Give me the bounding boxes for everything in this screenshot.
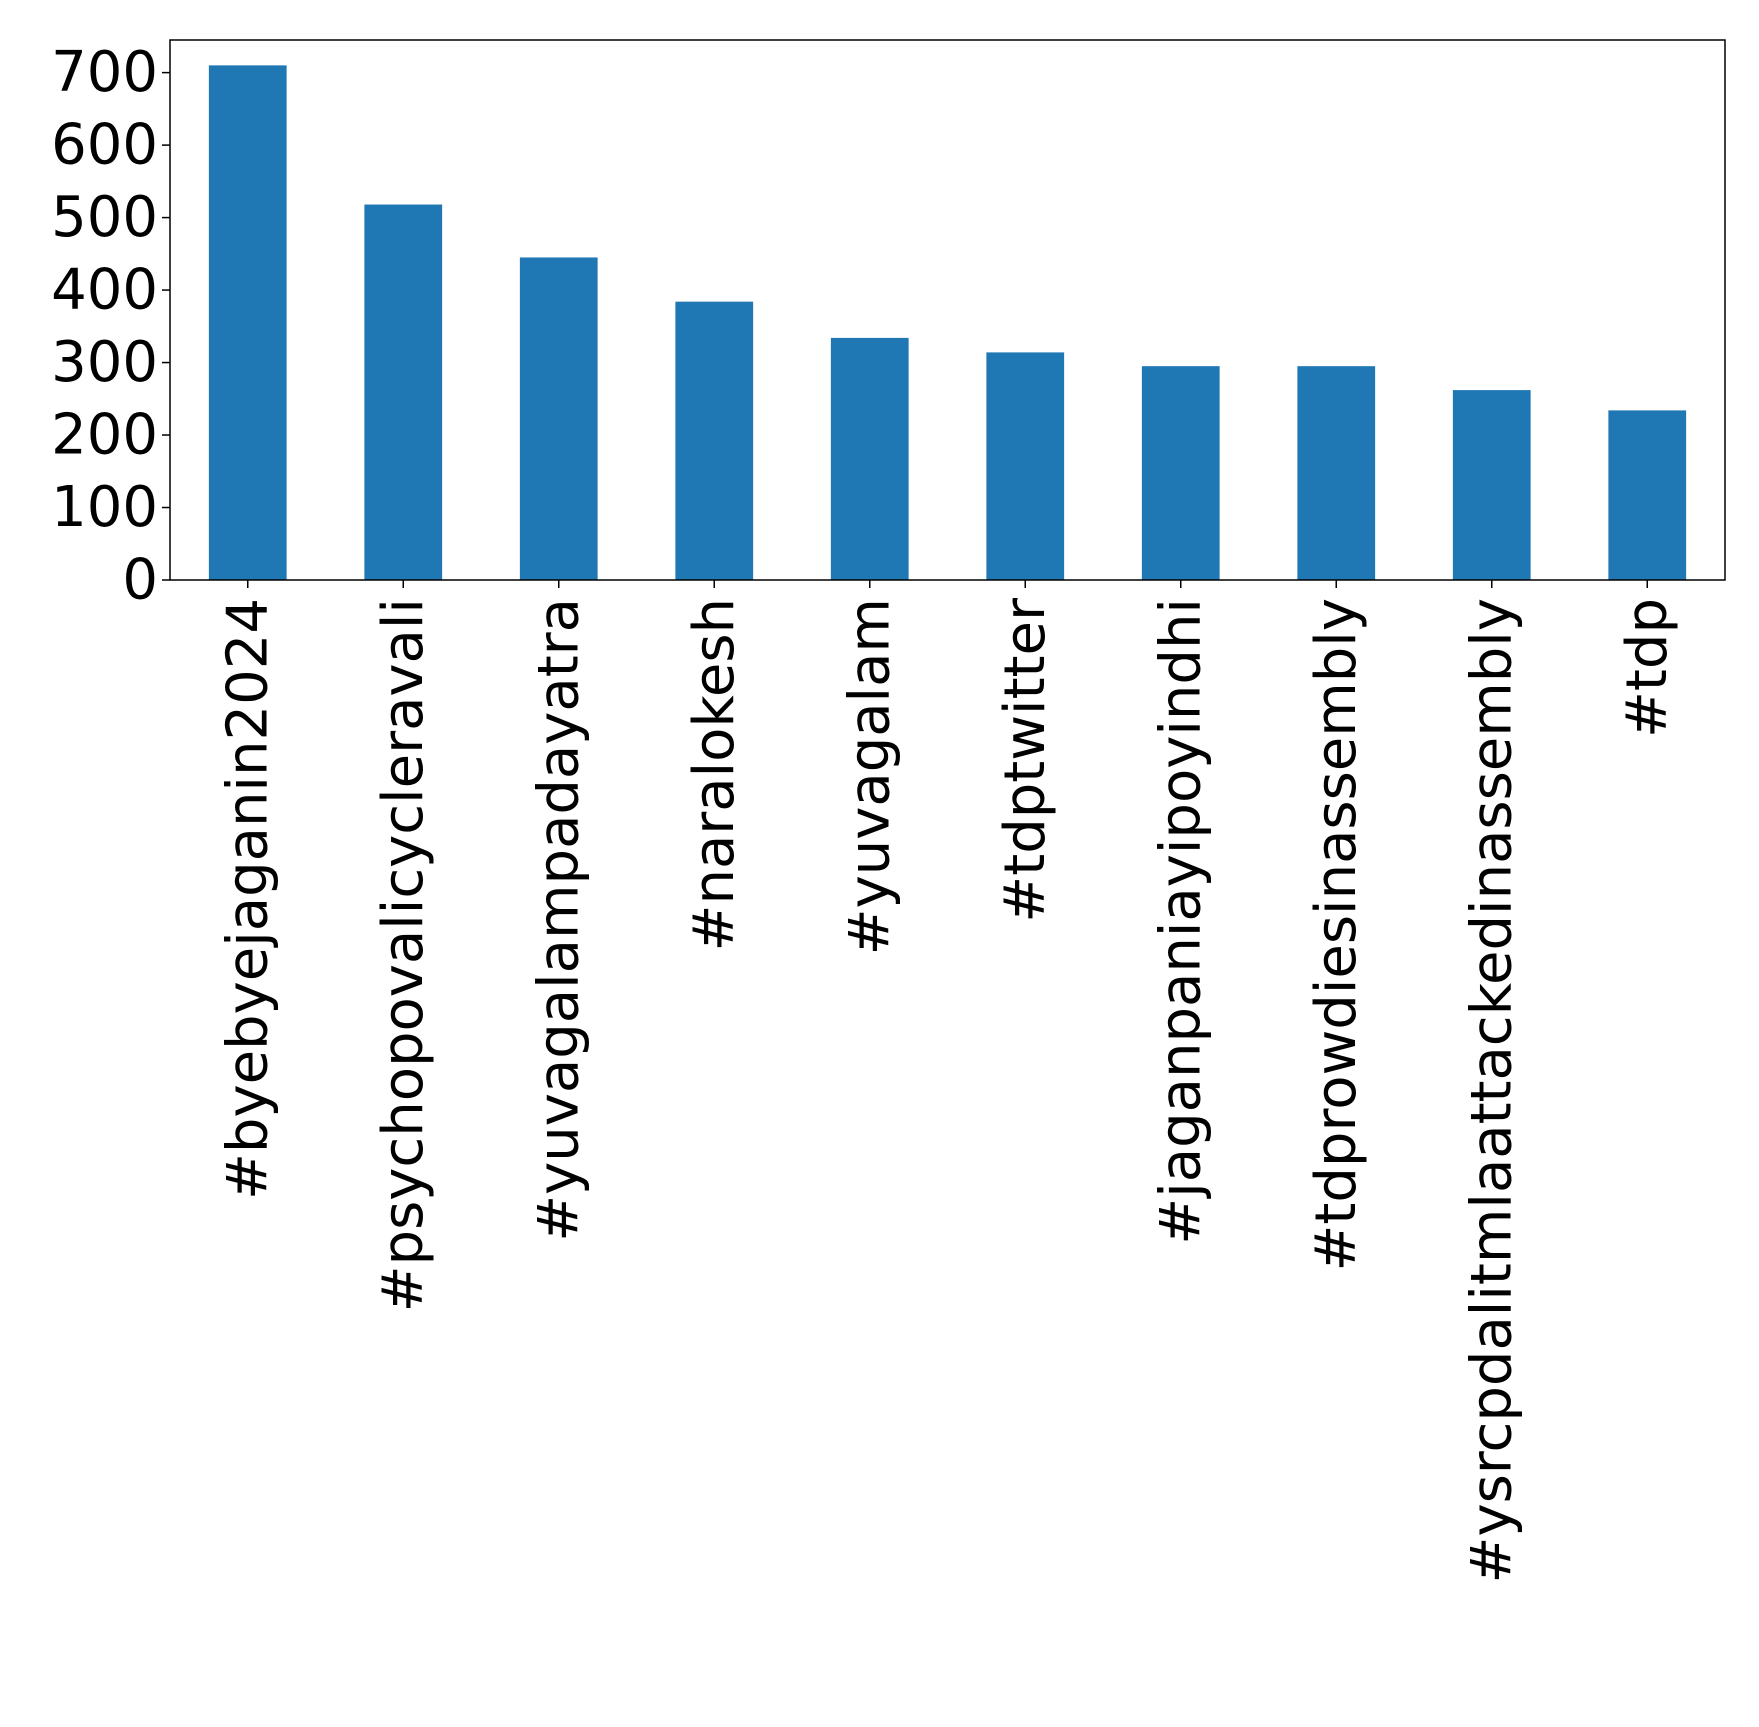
- bar-9: [1608, 410, 1687, 580]
- bar-0: [208, 65, 287, 580]
- x-tick-label: #byebyejaganin2024: [215, 598, 280, 1200]
- plot-area-frame: [169, 39, 1726, 581]
- x-tick-label: #tdprowdiesinassembly: [1304, 598, 1369, 1272]
- bar-5: [986, 352, 1065, 580]
- bars-group: [208, 65, 1687, 580]
- bar-6: [1141, 366, 1220, 580]
- x-tick-label: #naralokesh: [682, 598, 747, 951]
- x-tick-label: #yuvagalam: [837, 598, 902, 955]
- y-tick-label: 400: [51, 258, 158, 323]
- y-tick-label: 200: [51, 403, 158, 468]
- bar-1: [364, 204, 443, 580]
- y-tick-label: 100: [51, 475, 158, 540]
- bar-4: [830, 337, 909, 580]
- bar-2: [519, 257, 598, 580]
- y-axis: 0 100 200 300 400 500 600 700: [51, 40, 170, 613]
- x-tick-label: #tdp: [1615, 598, 1680, 738]
- x-tick-label: #ysrcpdalitmlaattackedinassembly: [1459, 598, 1524, 1583]
- x-tick-label: #jaganpaniayipoyindhi: [1148, 598, 1213, 1245]
- x-tick-label: #psychopovalicycleravali: [371, 598, 436, 1312]
- bar-3: [675, 301, 754, 580]
- x-tick-label: #yuvagalampadayatra: [526, 598, 591, 1242]
- y-tick-label: 600: [51, 113, 158, 178]
- bar-7: [1297, 366, 1376, 580]
- x-axis: #byebyejaganin2024 #psychopovalicyclerava…: [215, 580, 1680, 1583]
- x-tick-label: #tdptwitter: [993, 597, 1058, 923]
- y-tick-label: 700: [51, 40, 158, 105]
- bar-8: [1452, 390, 1531, 580]
- y-tick-label: 0: [122, 548, 158, 613]
- y-tick-label: 500: [51, 185, 158, 250]
- y-tick-label: 300: [51, 330, 158, 395]
